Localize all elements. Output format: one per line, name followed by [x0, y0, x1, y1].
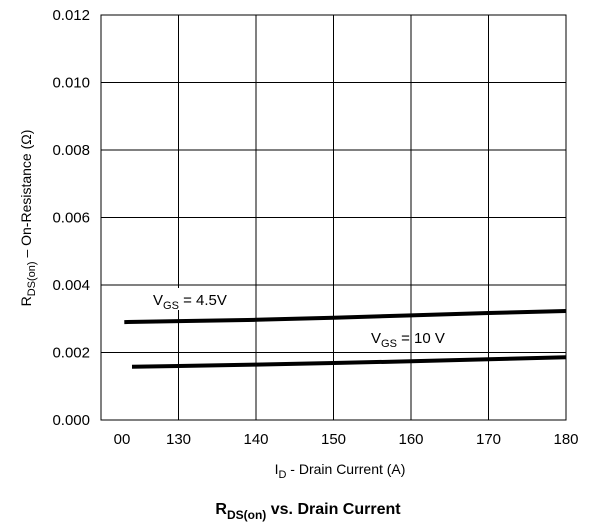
- x-tick-label: 170: [476, 431, 501, 448]
- x-tick-label: 130: [166, 431, 191, 448]
- grid-lines: [101, 15, 566, 420]
- x-tick-label: 150: [321, 431, 346, 448]
- x-tick-label: 140: [243, 431, 268, 448]
- chart-title: RDS(on) vs. Drain Current: [215, 501, 401, 522]
- y-axis-label: RDS(on) – On-Resistance (Ω): [18, 130, 38, 307]
- y-tick-label: 0.008: [52, 142, 90, 159]
- tick-labels: 00 130 140 150 160 170 180 0.000 0.002 0.004 0.006…: [52, 7, 578, 448]
- series-label: VGS = 10 V: [371, 330, 445, 350]
- series-annotations: VGS = 4.5V VGS = 10 V: [148, 288, 445, 350]
- series-label: VGS = 4.5V: [153, 292, 227, 312]
- y-tick-label: 0.004: [52, 277, 90, 294]
- series-line: [131, 355, 567, 369]
- series-line: [124, 309, 567, 325]
- label-background: [148, 288, 246, 310]
- x-tick-label: 160: [398, 431, 423, 448]
- y-tick-label: 0.012: [52, 7, 90, 24]
- y-tick-label: 0.002: [52, 345, 90, 362]
- x-tick-label: 00: [114, 431, 131, 448]
- x-axis-label: ID - Drain Current (A): [275, 461, 406, 481]
- data-series: [124, 309, 567, 369]
- y-tick-label: 0.010: [52, 75, 90, 92]
- y-tick-label: 0.000: [52, 412, 90, 429]
- plot-frame: [100, 14, 567, 421]
- y-tick-label: 0.006: [52, 210, 90, 227]
- x-tick-label: 180: [553, 431, 578, 448]
